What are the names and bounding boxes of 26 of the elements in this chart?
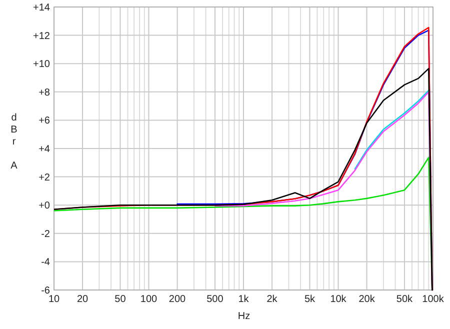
y-tick-label: +8	[38, 87, 50, 98]
y-tick-label: +2	[38, 172, 50, 184]
y-tick-label: -4	[41, 257, 50, 268]
text: dBr A	[10, 112, 18, 172]
x-tick-label: 2k	[266, 294, 278, 305]
x-tick-label: 20k	[358, 294, 376, 305]
x-tick-label: 20	[76, 294, 89, 305]
y-tick-label: +4	[38, 144, 50, 155]
x-tick-label: 100	[140, 294, 158, 305]
y-tick-label: +12	[33, 30, 50, 42]
y-tick-label: -6	[41, 286, 50, 296]
y-tick-label: +10	[33, 59, 50, 70]
x-tick-label: 10k	[330, 294, 348, 305]
y-tick-label: +6	[38, 116, 50, 127]
x-tick-label: 500	[206, 294, 224, 305]
x-axis-title: Hz	[238, 311, 250, 322]
x-tick-label: 50k	[396, 294, 414, 305]
y-tick-label: -2	[41, 228, 50, 240]
x-tick-label: 200	[168, 294, 186, 305]
y-tick-label: +0	[38, 200, 50, 212]
x-tick-label: 10	[48, 294, 60, 305]
x-tick-label: 1k	[238, 294, 250, 305]
x-tick-label: 5k	[304, 294, 316, 305]
y-tick-label: +14	[33, 2, 50, 14]
x-tick-label: 50	[114, 294, 126, 305]
x-tick-label: 100k	[422, 294, 445, 305]
